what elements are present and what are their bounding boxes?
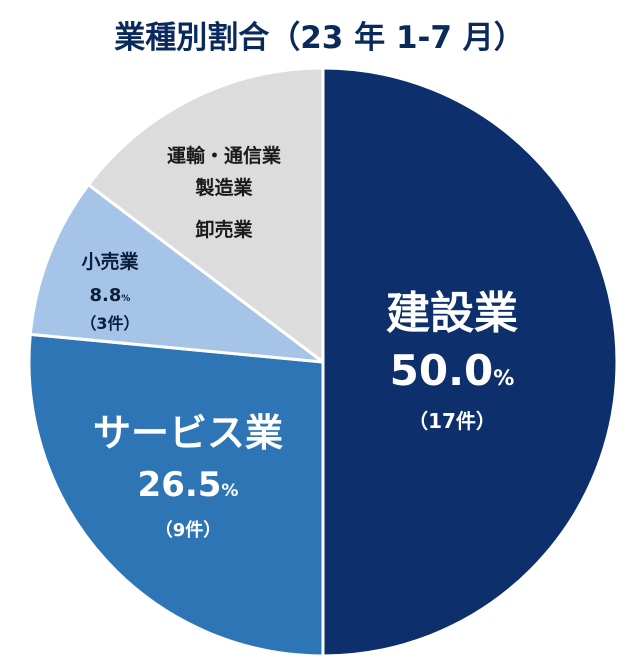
chart-title: 業種別割合（23 年 1-7 月） <box>114 20 525 56</box>
pie-slice-3 <box>86 66 325 364</box>
pie-slice-1 <box>27 332 325 658</box>
slice-category-label: 運輸・通信業 <box>167 144 282 167</box>
slice-category-label: サービス業 <box>93 411 283 455</box>
pie-slice-2 <box>28 183 325 364</box>
pie-slices <box>27 66 619 658</box>
slice-category-label: 製造業 <box>194 176 253 199</box>
slice-percent-label: 26.5% <box>138 465 239 505</box>
slice-count-label: （17件） <box>408 409 496 433</box>
pie-labels: 建設業 50.0% （17件） サービス業 26.5% （9件） 小売業 8.8% （3件） 運輸… <box>80 144 518 541</box>
slice-category-label: 小売業 <box>81 250 139 273</box>
slice-label-2: 小売業 8.8% （3件） <box>80 250 139 333</box>
slice-category-label: 建設業 <box>386 288 518 339</box>
slice-category-label: 卸売業 <box>195 218 253 241</box>
slice-count-label: （9件） <box>155 519 222 541</box>
pie-slice-0 <box>321 66 619 658</box>
slice-label-0: 建設業 50.0% （17件） <box>386 288 518 433</box>
slice-label-1: サービス業 26.5% （9件） <box>93 411 283 541</box>
slice-percent-label: 50.0% <box>390 346 515 395</box>
slice-count-label: （3件） <box>80 314 139 333</box>
slice-percent-label: 8.8% <box>90 285 131 306</box>
